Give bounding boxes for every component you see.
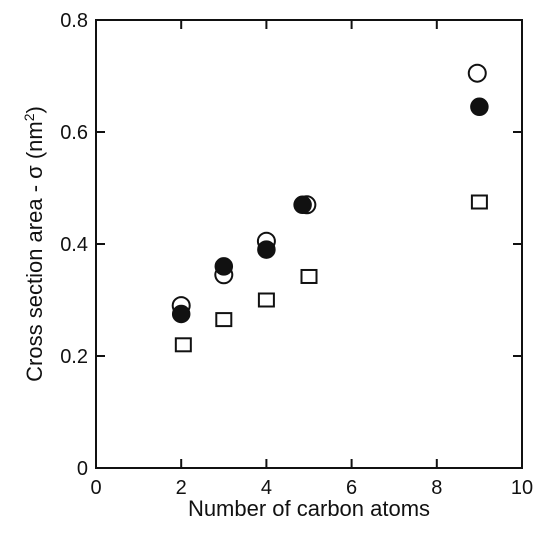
filled-circle-point [171, 304, 191, 324]
open-square-point [300, 268, 318, 284]
filled-circle-point [257, 240, 276, 259]
data-points [171, 63, 489, 353]
filled-circle-point [470, 97, 489, 117]
open-circle-point [467, 63, 487, 83]
y-tick-label: 0.8 [60, 10, 88, 32]
open-square-point [470, 194, 488, 210]
y-axis-title-superscript: 2 [21, 113, 37, 121]
open-square-point [257, 292, 275, 308]
x-tick-label: 2 [176, 477, 187, 499]
y-axis-title: Cross section area - σ (nm2) [21, 106, 47, 382]
open-square-point [174, 337, 192, 353]
y-axis-title-close: ) [22, 106, 47, 113]
filled-circle-point [214, 257, 234, 276]
y-axis-ticks: 0 0.2 0.4 0.6 0.8 [60, 10, 522, 480]
x-tick-label: 8 [431, 477, 442, 499]
y-tick-label: 0.2 [60, 346, 88, 368]
y-tick-label: 0.6 [60, 122, 88, 144]
x-tick-label: 10 [511, 477, 533, 499]
x-tick-label: 4 [261, 477, 272, 499]
filled-circle-point [293, 195, 312, 215]
x-axis-ticks: 0 2 4 6 8 10 [90, 20, 533, 499]
x-tick-label: 6 [346, 477, 357, 499]
y-tick-label: 0.4 [60, 234, 88, 256]
y-axis-title-text: Cross section area - σ (nm [22, 121, 47, 382]
x-tick-label: 0 [90, 477, 101, 499]
open-square-point [215, 312, 233, 328]
plot-frame [95, 19, 523, 469]
x-axis-title: Number of carbon atoms [188, 496, 430, 521]
y-tick-label: 0 [77, 458, 88, 480]
